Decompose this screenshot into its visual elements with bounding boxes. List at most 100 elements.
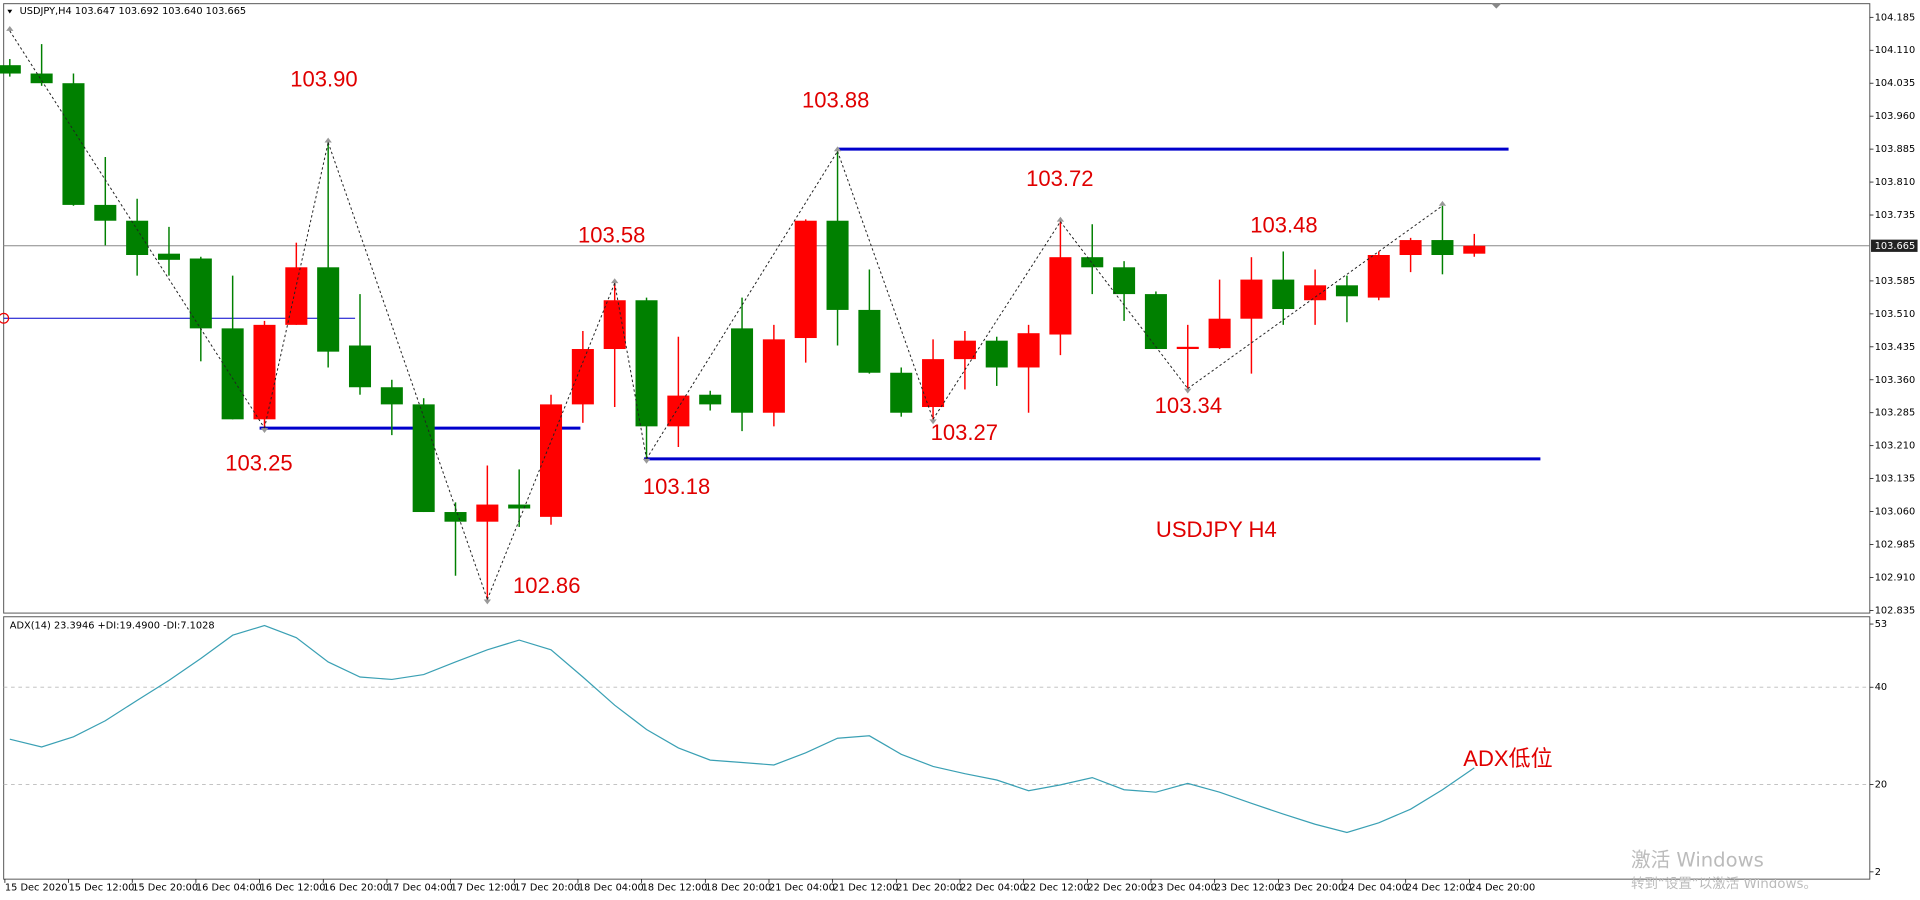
candle-body <box>953 340 976 360</box>
x-tick-label: 23 Dec 04:00 <box>1151 883 1217 894</box>
candle-body <box>1081 257 1104 268</box>
x-tick-label: 21 Dec 12:00 <box>833 883 899 894</box>
annotation: 103.88 <box>802 88 869 113</box>
y-tick-label: 103.360 <box>1875 375 1915 386</box>
x-tick-label: 21 Dec 04:00 <box>769 883 835 894</box>
y-tick-label: 103.810 <box>1875 177 1915 188</box>
candle-body <box>890 372 913 413</box>
candle-body <box>603 300 626 350</box>
y-tick-label: 102.910 <box>1875 572 1915 583</box>
zigzag-segment <box>327 142 488 600</box>
y-tick-label: 2 <box>1875 867 1881 878</box>
candle-body <box>1272 279 1295 310</box>
zigzag-arrow <box>1184 388 1192 394</box>
candle-body <box>1017 333 1040 368</box>
annotation: 103.48 <box>1250 213 1317 238</box>
y-tick-label: 103.960 <box>1875 111 1915 122</box>
y-tick-label: 103.210 <box>1875 441 1915 452</box>
x-tick-label: 21 Dec 20:00 <box>896 883 962 894</box>
last-price-label: 103.665 <box>1875 241 1915 252</box>
y-tick-label: 103.135 <box>1875 474 1915 485</box>
annotation: 103.34 <box>1155 393 1222 418</box>
candle-body <box>826 220 849 310</box>
x-tick-label: 15 Dec 12:00 <box>69 883 135 894</box>
candle-body <box>1144 294 1167 350</box>
candle-body <box>94 204 117 221</box>
x-tick-label: 22 Dec 20:00 <box>1087 883 1153 894</box>
candle-body <box>285 267 308 325</box>
x-tick-label: 22 Dec 04:00 <box>960 883 1026 894</box>
candle-body <box>1463 245 1486 254</box>
last-price-box <box>1871 239 1918 252</box>
zigzag-arrow <box>260 428 269 434</box>
y-tick-label: 104.035 <box>1875 78 1915 89</box>
candle-body <box>1240 279 1263 319</box>
candle-body <box>1335 285 1358 297</box>
adx-header: ADX(14) 23.3946 +DI:19.4900 -DI:7.1028 <box>10 620 215 631</box>
annotation: 103.27 <box>931 420 998 445</box>
zigzag-segment <box>837 151 934 420</box>
x-tick-label: 22 Dec 12:00 <box>1024 883 1090 894</box>
zigzag-arrow <box>6 26 14 31</box>
zigzag-arrow <box>1056 216 1065 222</box>
x-tick-label: 16 Dec 04:00 <box>196 883 262 894</box>
y-tick-label: 102.985 <box>1875 540 1915 551</box>
y-tick-label: 40 <box>1875 682 1887 693</box>
candle-body <box>157 253 180 260</box>
x-tick-label: 23 Dec 20:00 <box>1278 883 1344 894</box>
x-tick-label: 16 Dec 20:00 <box>323 883 389 894</box>
zigzag-arrow <box>324 137 332 143</box>
watermark: 激活 Windows <box>1631 848 1764 871</box>
x-tick-label: 17 Dec 20:00 <box>514 883 580 894</box>
candle-body <box>667 395 690 427</box>
y-tick-label: 103.585 <box>1875 276 1915 287</box>
y-tick-label: 104.185 <box>1875 12 1915 23</box>
candle-body <box>62 83 85 205</box>
candle-body <box>540 404 563 517</box>
candle-body <box>858 309 881 373</box>
zigzag-arrow <box>833 146 842 152</box>
candle-body <box>1208 318 1231 349</box>
candle-body <box>412 404 435 513</box>
candle-body <box>1431 240 1454 255</box>
candle-body <box>508 504 531 509</box>
watermark: 转到“设置”以激活 Windows。 <box>1631 876 1817 892</box>
candle-body <box>794 220 817 339</box>
menu-arrow <box>7 9 13 14</box>
adx-line <box>9 624 1475 834</box>
x-tick-label: 17 Dec 12:00 <box>451 883 517 894</box>
level-marker <box>0 312 10 324</box>
candle-body <box>1304 285 1327 301</box>
x-tick-label: 24 Dec 20:00 <box>1469 883 1535 894</box>
price-frame <box>3 3 1871 614</box>
candle-body <box>30 73 53 84</box>
candle-body <box>444 512 467 522</box>
annotation: 103.72 <box>1026 166 1093 191</box>
zigzag-segment <box>1187 205 1443 389</box>
y-tick-label: 103.285 <box>1875 408 1915 419</box>
annotation: USDJPY H4 <box>1156 517 1277 542</box>
zigzag-arrow <box>1438 200 1447 206</box>
candle-body <box>317 267 340 352</box>
x-tick-label: 15 Dec 20:00 <box>132 883 198 894</box>
candle-body <box>699 394 722 405</box>
y-tick-label: 53 <box>1875 619 1887 630</box>
candle-body <box>380 387 403 405</box>
candle-body <box>1049 257 1072 335</box>
annotation: 103.25 <box>225 451 292 476</box>
candle-body <box>221 328 244 420</box>
annotation: ADX低位 <box>1463 746 1552 771</box>
zigzag-segment <box>932 221 1061 420</box>
y-tick-label: 103.435 <box>1875 342 1915 353</box>
shift-marker <box>1491 3 1502 9</box>
y-tick-label: 103.735 <box>1875 210 1915 221</box>
y-tick-label: 103.060 <box>1875 507 1915 518</box>
x-tick-label: 18 Dec 04:00 <box>578 883 644 894</box>
x-tick-label: 16 Dec 12:00 <box>260 883 326 894</box>
candle-body <box>1399 240 1422 255</box>
candle-body <box>348 345 372 388</box>
annotation: 102.86 <box>513 573 580 598</box>
candle-body <box>189 258 212 329</box>
candle-body <box>476 504 499 522</box>
